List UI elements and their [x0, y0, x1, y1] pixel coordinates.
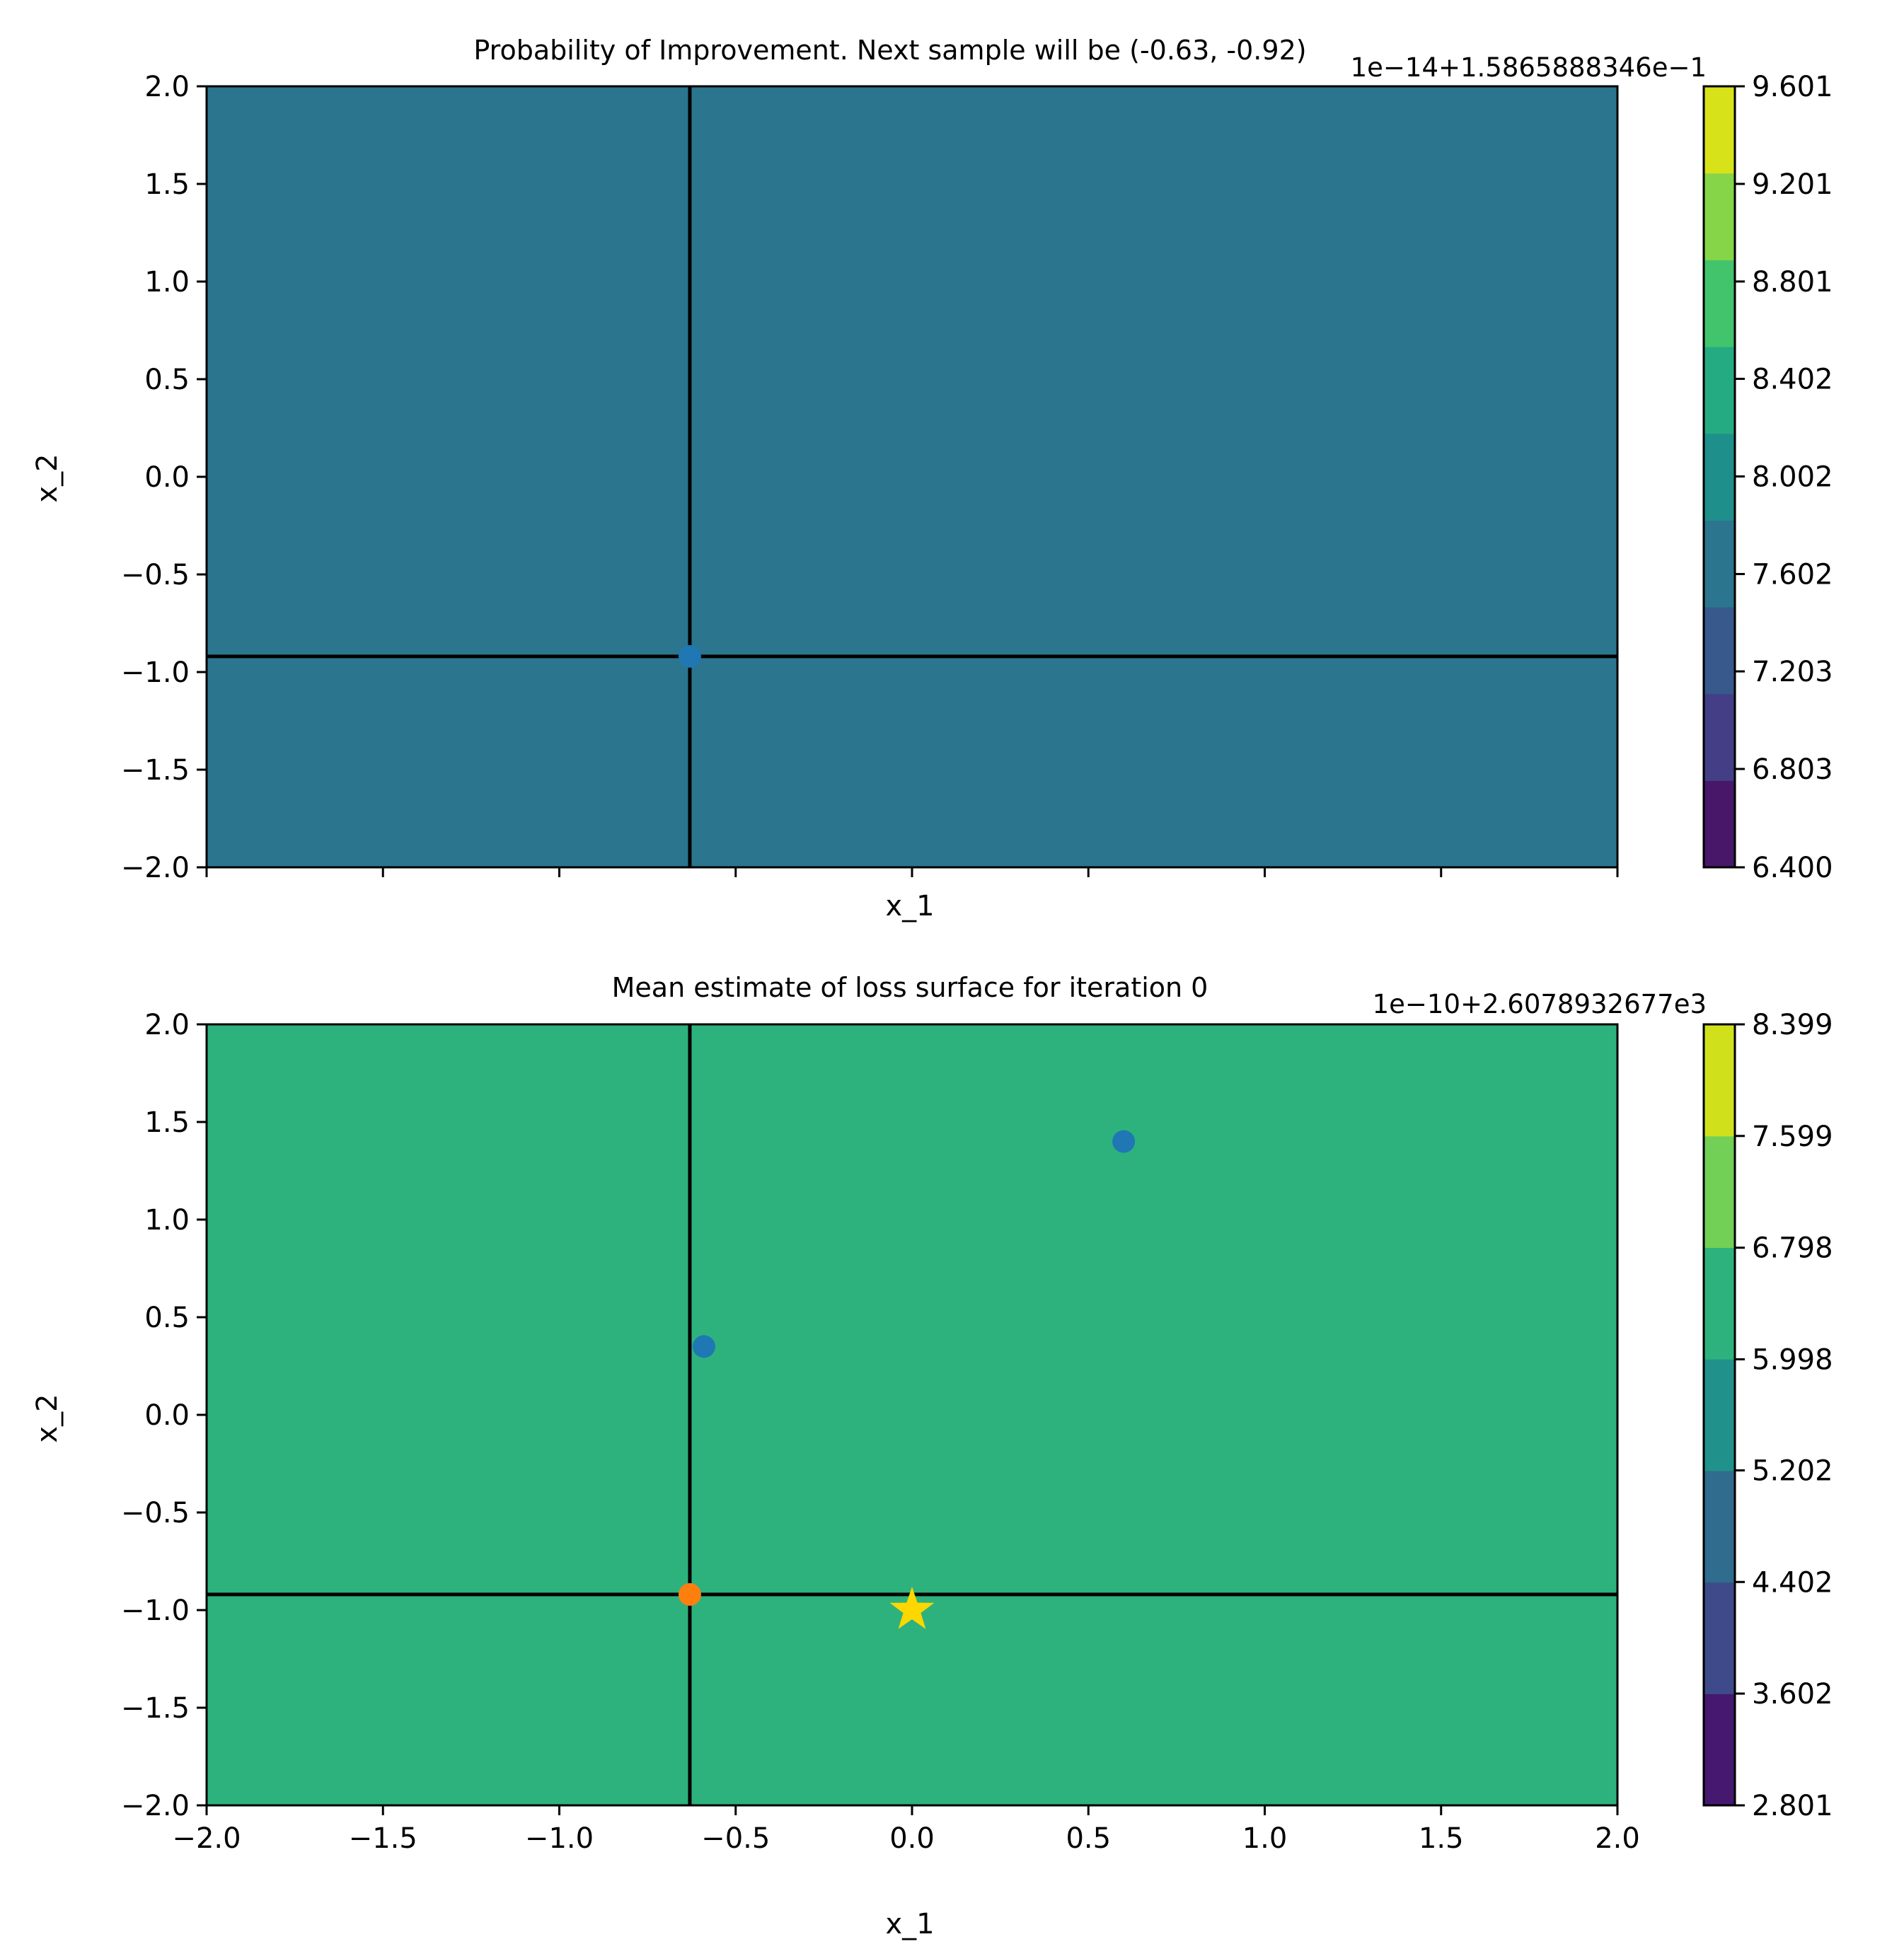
x-tick-label: 0.5: [1066, 1822, 1111, 1855]
y-tick-label: −0.5: [121, 1497, 190, 1529]
colorbar-band: [1704, 520, 1735, 608]
colorbar-offset-text: 1e−14+1.5865888346e−1: [1351, 52, 1707, 83]
colorbar-tick-label: 5.998: [1752, 1344, 1833, 1377]
y-tick-label: 0.5: [144, 1302, 190, 1334]
sample-point: [678, 1583, 701, 1606]
probability-of-improvement-panel: Probability of Improvement. Next sample …: [31, 35, 1833, 922]
x-axis-label: x_1: [885, 1908, 934, 1940]
x-tick-label: −0.5: [701, 1822, 770, 1855]
x-axis-label: x_1: [885, 890, 934, 922]
colorbar-tick-label: 8.402: [1752, 364, 1833, 396]
y-tick-label: −2.0: [121, 1790, 190, 1822]
colorbar: 6.400 6.803 7.203 7.602 8.002 8.402 8.801 9.201…: [1702, 71, 1833, 884]
colorbar-tick-label: 5.202: [1752, 1454, 1833, 1487]
colorbar-frame: [1702, 1023, 1736, 1807]
y-tick-label: 2.0: [144, 1009, 190, 1041]
colorbar-tick-label: 8.399: [1752, 1009, 1833, 1041]
y-axis-label: x_2: [31, 453, 64, 502]
optimum-star-marker: [889, 1587, 935, 1629]
colorbar-band: [1704, 86, 1735, 174]
colorbar-band: [1704, 347, 1735, 434]
colorbar-tick-label: 9.201: [1752, 168, 1833, 201]
plot-area: −2.0 −1.5 −1.0 −0.5 0.0 0.5 1.0 1.5 2.0 −2.0 −1.5 −…: [121, 1009, 1640, 1855]
contour-fill: [207, 1024, 1617, 1805]
colorbar-tick-label: 9.601: [1752, 71, 1833, 103]
chart-title: Mean estimate of loss surface for iterat…: [612, 972, 1208, 1003]
colorbar-band: [1704, 260, 1735, 347]
colorbar-band: [1704, 433, 1735, 521]
colorbar: 2.801 3.602 4.402 5.202 5.998 6.798 7.599 8.399: [1702, 1009, 1833, 1822]
colorbar-tick-label: 6.798: [1752, 1232, 1833, 1265]
colorbar-offset-text: 1e−10+2.6078932677e3: [1373, 989, 1707, 1019]
y-tick-label: 1.5: [144, 168, 190, 201]
plot-area: −2.0 −1.5 −1.0 −0.5 0.0 0.5 1.0 1.5 2.0: [121, 71, 1619, 884]
x-tick-label: 2.0: [1595, 1822, 1640, 1855]
colorbar-band: [1704, 1135, 1735, 1249]
y-tick-label: −1.5: [121, 1692, 190, 1725]
y-tick-label: 2.0: [144, 71, 190, 103]
colorbar-band: [1704, 607, 1735, 695]
x-tick-label: −1.0: [525, 1822, 594, 1855]
x-tick-label: −2.0: [172, 1822, 241, 1855]
colorbar-band: [1704, 1024, 1735, 1137]
contour-fill: [207, 86, 1617, 867]
y-tick-label: −0.5: [121, 559, 190, 591]
sample-point: [1112, 1130, 1136, 1153]
colorbar-tick-label: 2.801: [1752, 1790, 1833, 1822]
y-tick-label: −1.0: [121, 656, 190, 689]
y-tick-label: 0.0: [144, 1399, 190, 1432]
colorbar-tick-label: 8.801: [1752, 266, 1833, 299]
y-tick-label: 1.5: [144, 1106, 190, 1139]
colorbar-tick-label: 3.602: [1752, 1678, 1833, 1711]
chart-title: Probability of Improvement. Next sample …: [473, 35, 1306, 66]
x-tick-label: 1.0: [1242, 1822, 1288, 1855]
y-tick-label: 0.5: [144, 364, 190, 396]
sample-point: [692, 1335, 715, 1358]
x-tick-label: −1.5: [349, 1822, 417, 1855]
x-tick-label: 0.0: [889, 1822, 935, 1855]
colorbar-tick-label: 8.002: [1752, 461, 1833, 493]
colorbar-band: [1704, 1359, 1735, 1471]
colorbar-tick-label: 7.203: [1752, 656, 1833, 688]
colorbar-tick-label: 7.599: [1752, 1121, 1833, 1153]
y-tick-label: −2.0: [121, 852, 190, 884]
colorbar-band: [1704, 693, 1735, 781]
y-tick-label: 1.0: [144, 266, 190, 299]
colorbar-tick-label: 7.602: [1752, 558, 1833, 591]
x-tick-label: 1.5: [1419, 1822, 1464, 1855]
colorbar-tick-label: 6.803: [1752, 753, 1833, 786]
y-tick-label: −1.5: [121, 754, 190, 787]
colorbar-tick-label: 6.400: [1752, 852, 1833, 884]
colorbar-tick-label: 4.402: [1752, 1566, 1833, 1599]
colorbar-band: [1704, 1470, 1735, 1583]
y-tick-label: 0.0: [144, 461, 190, 494]
mean-loss-surface-panel: Mean estimate of loss surface for iterat…: [31, 972, 1833, 1940]
y-axis-label: x_2: [31, 1394, 64, 1442]
y-tick-label: −1.0: [121, 1595, 190, 1627]
colorbar-band: [1704, 173, 1735, 260]
y-tick-label: 1.0: [144, 1204, 190, 1237]
colorbar-band: [1704, 1694, 1735, 1806]
sample-point: [678, 644, 701, 668]
colorbar-band: [1704, 1247, 1735, 1360]
colorbar-band: [1704, 780, 1735, 868]
colorbar-band: [1704, 1582, 1735, 1694]
